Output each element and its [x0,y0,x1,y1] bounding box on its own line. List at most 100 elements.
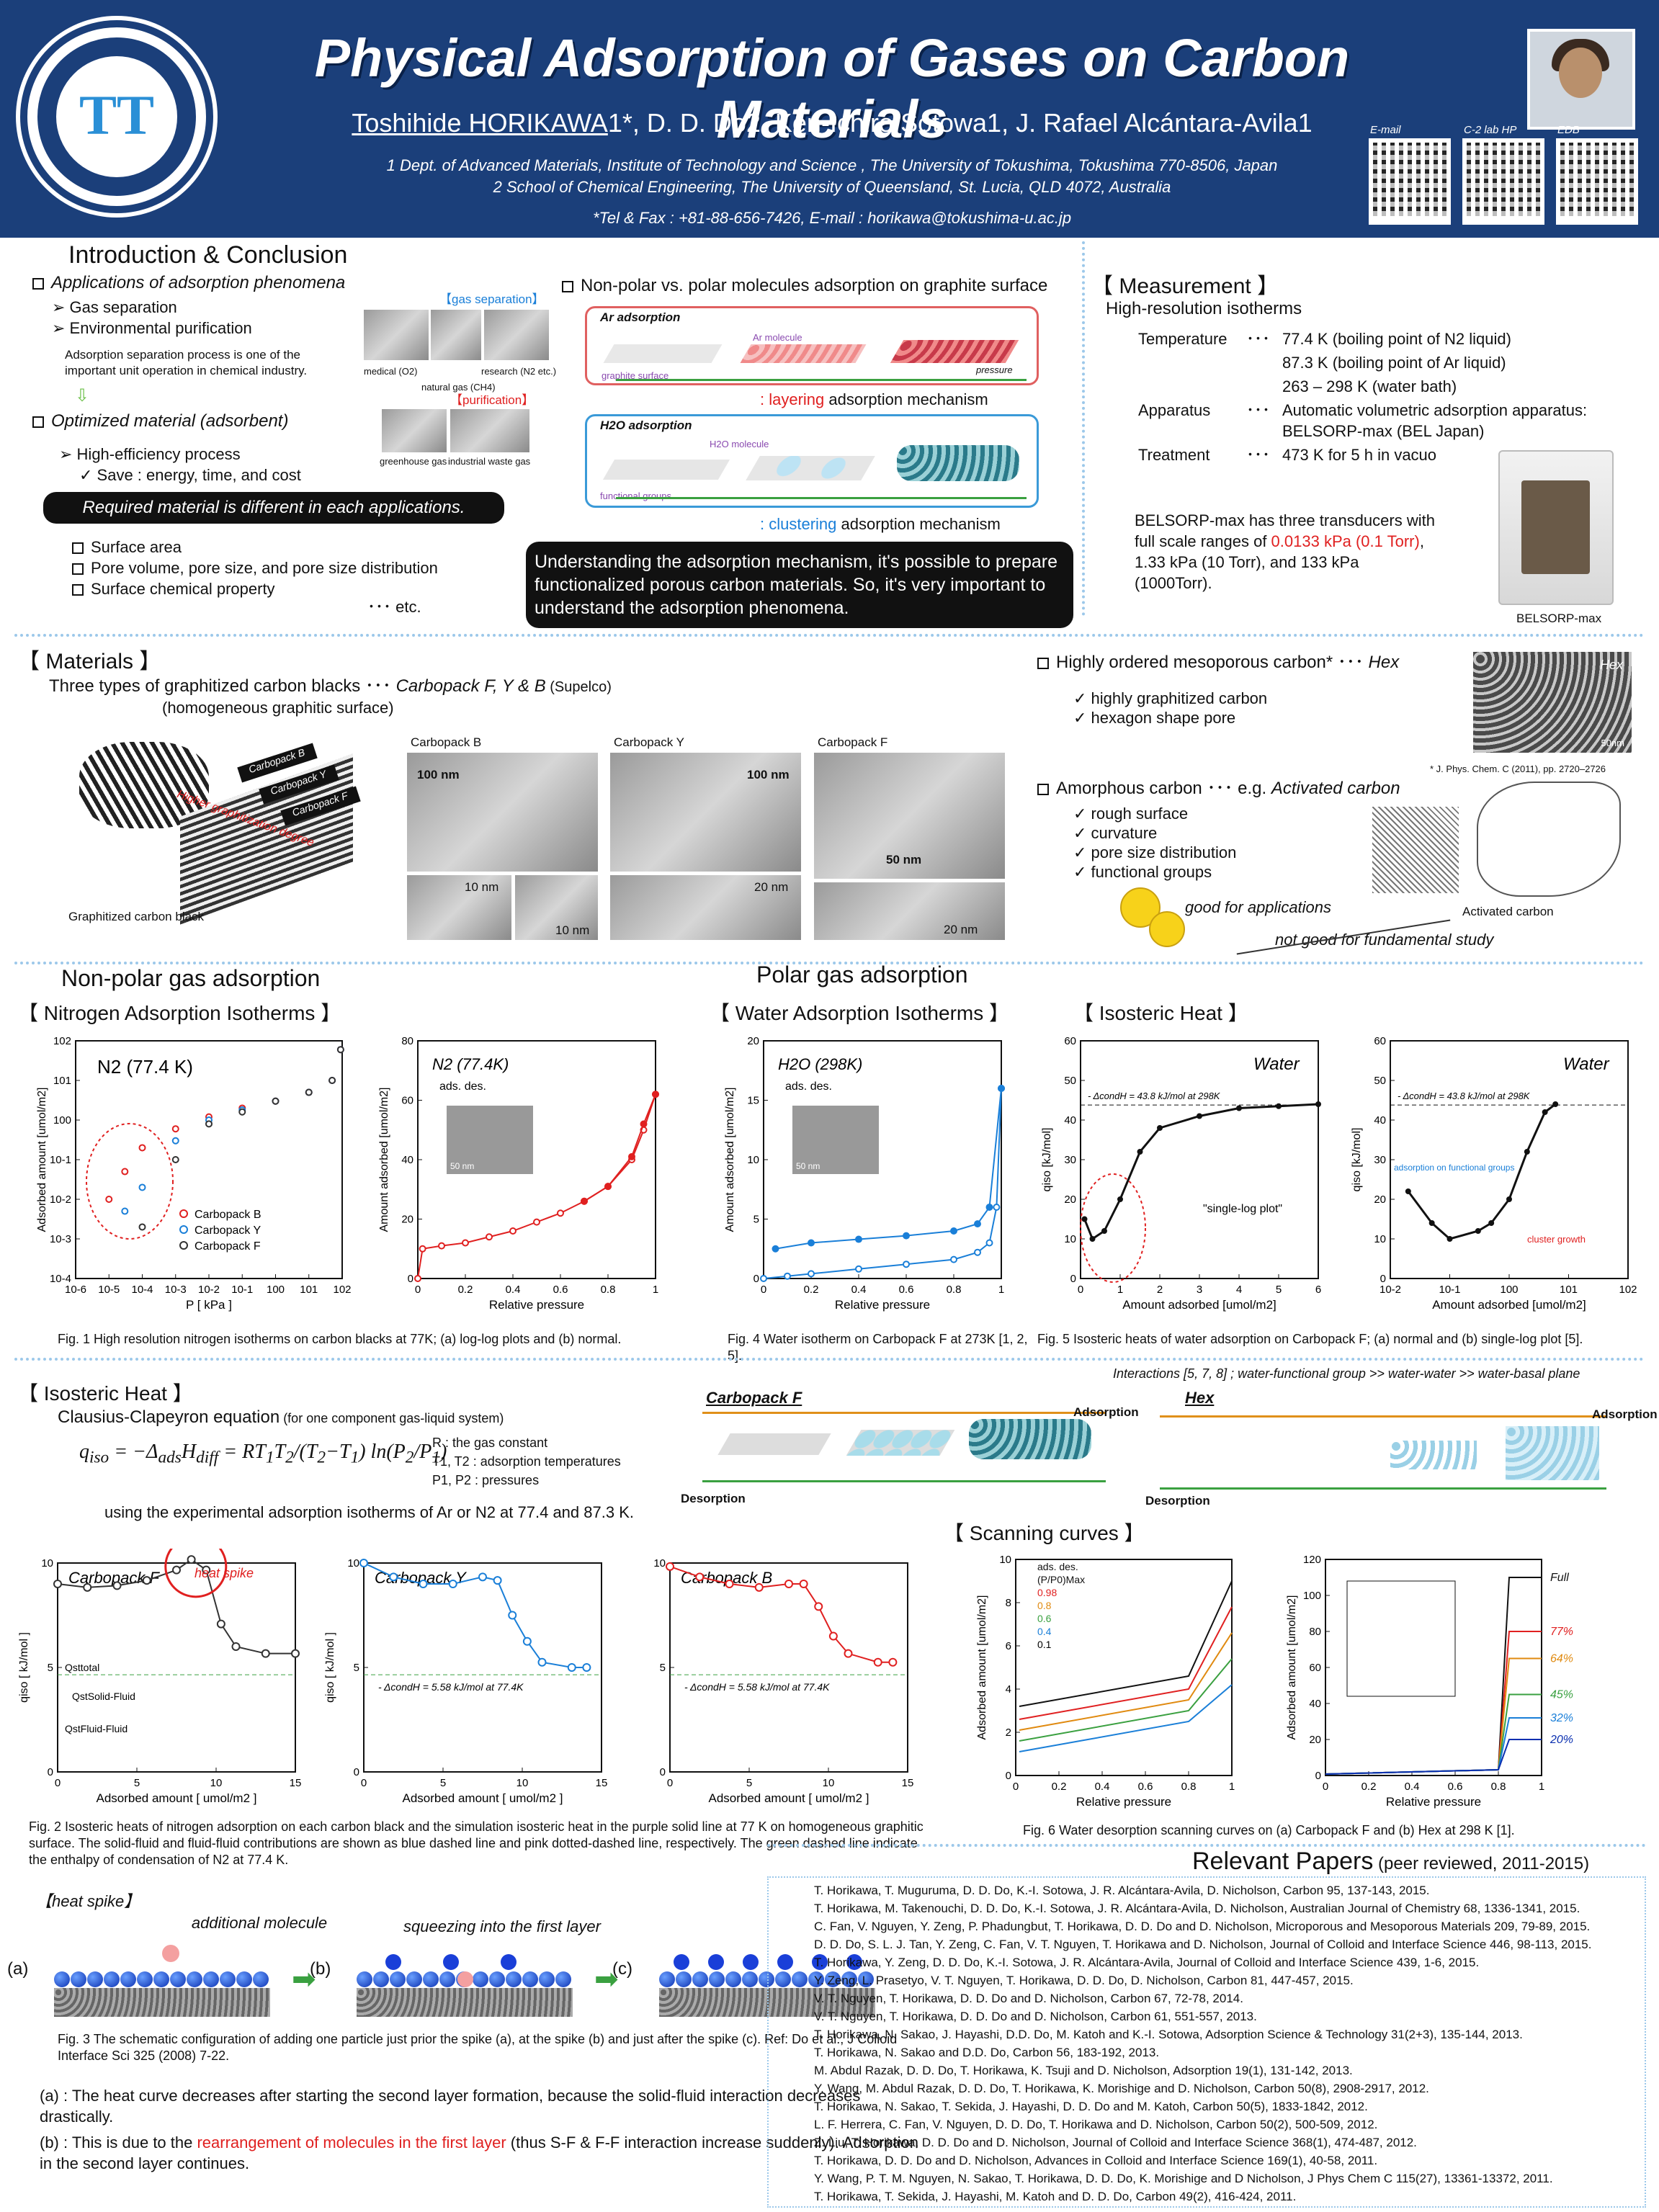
data-point [652,1091,659,1098]
measurement-row: 263 – 298 K (water bath) [1282,377,1457,395]
amorph-item: ✓ functional groups [1073,863,1212,881]
polar-title: Polar gas adsorption [756,962,968,988]
series-label: Qsttotal [65,1662,99,1673]
series-line [763,1088,1002,1279]
x-tick-label: 10-4 [131,1284,153,1296]
legend: ads. des. [439,1080,486,1093]
measurement-title: 【 Measurement 】 [1091,274,1279,298]
water-title: 【 Water Adsorption Isotherms 】 [710,1002,1009,1024]
highlight-circle [86,1123,174,1240]
data-point [171,1156,179,1163]
data-point [142,1576,151,1585]
pic-label: industrial waste gas [448,456,531,467]
data-point [1488,1220,1495,1226]
data-point [171,1137,179,1145]
x-tick-label: 3 [1197,1284,1202,1296]
series-label: QstSolid-Fluid [72,1691,135,1702]
data-point [799,1580,808,1588]
data-point [567,1663,576,1672]
heat-title: 【 Isosteric Heat 】 [1073,1002,1248,1024]
data-point [1236,1105,1242,1111]
x-axis-label: Amount adsorbed [umol/m2] [1432,1298,1586,1312]
level-label: Full [1550,1572,1569,1584]
x-tick-label: 6 [1315,1284,1321,1296]
data-point [187,1555,196,1564]
y-axis-label: qiso [ kJ/mol ] [324,1632,336,1703]
cc-equation-label: Clausius-Clapeyron equation (for one com… [58,1407,504,1427]
legend-label: Carbopack Y [194,1224,261,1237]
x-tick-label: 0.8 [947,1284,962,1296]
molecule [759,1971,774,1987]
x-tick-label: 0.6 [553,1284,568,1296]
data-point [784,1272,791,1280]
x-tick-label: 10-6 [65,1284,86,1296]
hex-mechanism: Hex Adsorption Desorption [1145,1389,1658,1508]
pic-label: natural gas (CH4) [421,382,496,393]
molecule [742,1971,758,1987]
y-tick-label: 120 [1303,1554,1321,1566]
molecule [659,1971,675,1987]
data-point [1542,1109,1548,1115]
y-tick-label: 10 [747,1154,759,1166]
data-point [138,1223,146,1231]
molecule [137,1971,153,1987]
molecule [406,1971,422,1987]
x-tick-label: 15 [290,1777,302,1789]
chart-water-isotherm: 0 0.2 0.4 0.6 0.8 1 20 15 10 5 0 Relative pressure A… [724,1035,1005,1312]
x-tick-label: 5 [746,1777,752,1789]
cpF-label: Carbopack F [818,735,888,749]
y-tick-label: 10 [1374,1233,1386,1245]
legend-label: 0.8 [1037,1600,1052,1611]
data-point [1157,1125,1163,1131]
x-tick-label: 0 [761,1284,766,1296]
data-point [121,1207,129,1215]
ar-panel: Ar adsorption Ar molecule graphite surfa… [585,306,1039,385]
x-tick-label: 10 [210,1777,223,1789]
qr-lab-hp[interactable]: C-2 lab HP [1462,124,1544,225]
tem-cpB-hr2: 10 nm [515,875,598,940]
y-tick-label: 60 [1309,1662,1321,1674]
applications-heading: Applications of adsorption phenomena [32,272,345,293]
ref-label: - ΔcondH = 5.58 kJ/mol at 77.4K [684,1681,830,1693]
x-tick-label: 10-2 [1379,1284,1401,1296]
molecule [253,1971,269,1987]
amorph-item: ✓ rough surface [1073,805,1189,823]
data-point [604,1183,612,1191]
h2o-panel: H2O adsorption H2O molecule functional g… [585,414,1039,508]
data-point [493,1576,502,1585]
legend-label: 0.6 [1037,1613,1052,1624]
heatspike-b: (b) : This is due to the rearrangement o… [40,2133,918,2172]
molecule [692,1971,708,1987]
data-point [557,1209,564,1217]
medical-image [364,310,429,360]
x-axis-label: Relative pressure [1386,1795,1481,1809]
x-tick-label: 1 [998,1284,1004,1296]
interactions-text: Interactions [5, 7, 8] ; water-functiona… [1113,1366,1580,1381]
affiliations: 1 Dept. of Advanced Materials, Institute… [386,156,1278,196]
data-point [138,1144,146,1152]
data-point [844,1649,853,1658]
prop-item: Pore volume, pore size, and pore size di… [72,558,438,578]
molecule [775,1971,791,1987]
x-axis-label: Relative pressure [1076,1795,1171,1809]
paper-item: T. Horikawa, M. Takenouchi, D. D. Do, K.… [814,1899,1635,1917]
data-point [1552,1101,1559,1107]
x-tick-label: 10-5 [98,1284,120,1296]
measurement-row: Treatment ･･･ 473 K for 5 h in vacuo [1138,446,1437,464]
molecule [439,1971,455,1987]
data-point [522,1636,532,1646]
y-tick-label: 0 [48,1766,53,1778]
scan-curve [1325,1739,1542,1775]
molecule [71,1971,86,1987]
data-point [486,1233,493,1241]
paper-item: Y. Wang, P. T. M. Nguyen, N. Sakao, T. H… [814,2170,1635,2188]
qr-email[interactable]: E-mail [1369,124,1451,225]
tem-cpF-hr: 20 nm [814,882,1005,940]
molecule [390,1971,406,1987]
x-tick-label: 1 [1539,1781,1544,1793]
chart-carbopack-y-heat: 0 5 10 15 10 5 0 Adsorbed amount [ umol/m2 ] qis… [324,1557,607,1805]
data-point [112,1581,122,1590]
qr-edb[interactable]: EDB [1556,124,1638,225]
x-tick-label: 10-3 [165,1284,187,1296]
x-tick-label: 0.4 [1405,1781,1420,1793]
